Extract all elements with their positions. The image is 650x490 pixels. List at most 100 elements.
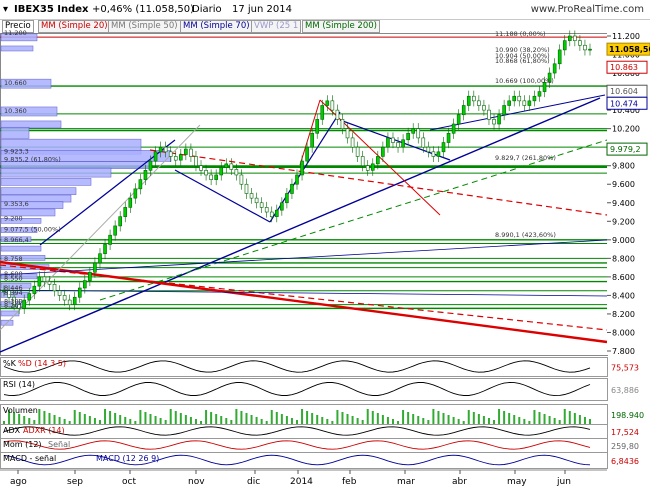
volume-profile-bar (0, 255, 46, 261)
price-tick-label: 8.400 (612, 291, 635, 300)
indicator-line (3, 382, 591, 397)
volume-bar (83, 414, 86, 424)
level-label: 9.077,5 (50,00%) (4, 226, 61, 234)
indicator-value: 63,886 (611, 386, 639, 395)
legend-ma20[interactable]: MM (Simple 20) (38, 20, 111, 33)
candle-body (214, 174, 218, 180)
price-tick-label: 8.600 (612, 273, 635, 282)
volume-bar (321, 417, 324, 424)
candle-body (239, 174, 244, 185)
price-tick-label: 8.000 (612, 328, 635, 337)
instrument-title: IBEX35 Index (14, 4, 89, 15)
indicator-panel (0, 357, 608, 377)
indicator-line (3, 440, 591, 450)
indicator-line (3, 426, 591, 436)
volume-bar (351, 416, 354, 424)
volume-bar (417, 416, 420, 424)
candle-body (17, 304, 21, 309)
volume-bar (225, 418, 228, 424)
volume-bar (48, 413, 51, 424)
volume-bar (260, 419, 263, 424)
volume-bar (43, 411, 46, 424)
volume-bar (316, 415, 319, 424)
indicator-label: ADX (3, 426, 21, 435)
volume-bar (523, 419, 526, 424)
candle-body (512, 95, 517, 102)
volume-profile-bar (0, 217, 42, 224)
time-tick-label: mar (397, 477, 415, 487)
last-price-badge (606, 42, 650, 56)
candle-body (365, 165, 370, 171)
candle-body (62, 295, 67, 301)
candle-body (280, 202, 284, 211)
indicator-label: Volumen (3, 406, 38, 415)
indicator-sub-label: %D (14 3 5) (18, 359, 66, 368)
candle-body (179, 154, 183, 161)
trendline-blue-flat-2 (0, 289, 608, 297)
volume-profile-bar (0, 245, 42, 252)
candle-body (477, 100, 481, 106)
legend-vwap[interactable]: VWP (25 1 (251, 20, 302, 33)
volume-profile-bar (0, 167, 112, 178)
legend-ma200[interactable]: MM (Simple 200) (302, 20, 380, 33)
candle-body (259, 202, 264, 208)
candle-body (77, 287, 82, 298)
candle-body (557, 49, 562, 65)
volume-bar (336, 410, 339, 424)
volume-bar (563, 409, 566, 424)
trendline-blue-long (0, 97, 601, 353)
fib-label: 10.904 (50,00%) (495, 52, 550, 60)
volume-bar (296, 420, 298, 424)
price-tick-label: 10.400 (612, 106, 640, 115)
candle-body (396, 142, 400, 148)
volume-bar (280, 414, 283, 424)
volume-bar (220, 416, 223, 424)
volume-bar (88, 416, 91, 424)
volume-bar (376, 413, 379, 424)
candle-body (103, 244, 107, 255)
price-tick-label: 9.000 (612, 236, 635, 245)
candle-body (386, 137, 390, 148)
price-tick-label: 9.800 (612, 162, 635, 171)
candle-body (153, 151, 158, 162)
volume-bar (200, 421, 203, 424)
candle-body (52, 283, 57, 292)
volume-bar (331, 421, 334, 424)
candle-body (573, 35, 577, 41)
volume-bar (427, 420, 430, 424)
volume-bar (169, 409, 172, 424)
volume-bar (13, 412, 16, 424)
volume-bar (63, 419, 66, 424)
volume-profile-bar (0, 208, 56, 217)
indicator-value: 259,80 (611, 442, 639, 451)
legend-price[interactable]: Precio (2, 20, 34, 33)
indicator-sub-label: Señal (48, 440, 70, 449)
candle-body (32, 285, 37, 294)
volume-bar (159, 418, 162, 424)
volume-bar (538, 412, 541, 424)
trendline-blue-1 (39, 139, 176, 246)
candle-body (391, 137, 395, 143)
candle-body (113, 225, 117, 236)
candle-body (269, 211, 274, 217)
volume-bar (503, 411, 506, 424)
legend-ma50[interactable]: MM (Simple 50) (108, 20, 181, 33)
volume-bar (518, 417, 521, 424)
menu-icon[interactable]: ▾ (3, 4, 9, 15)
volume-bar (93, 418, 96, 424)
time-tick-label: 2014 (290, 477, 313, 487)
volume-bar (487, 418, 490, 424)
price-tick-label: 9.600 (612, 180, 635, 189)
volume-bar (391, 419, 394, 424)
price-tick-label: 9.200 (612, 217, 635, 226)
candle-body (441, 142, 446, 153)
candle-body (507, 100, 511, 106)
volume-bar (129, 419, 132, 424)
candle-body (381, 146, 385, 157)
candle-body (163, 146, 168, 153)
volume-bar (58, 417, 61, 424)
time-tick-label: oct (122, 477, 136, 487)
candle-body (138, 179, 143, 190)
candle-body (22, 299, 27, 309)
